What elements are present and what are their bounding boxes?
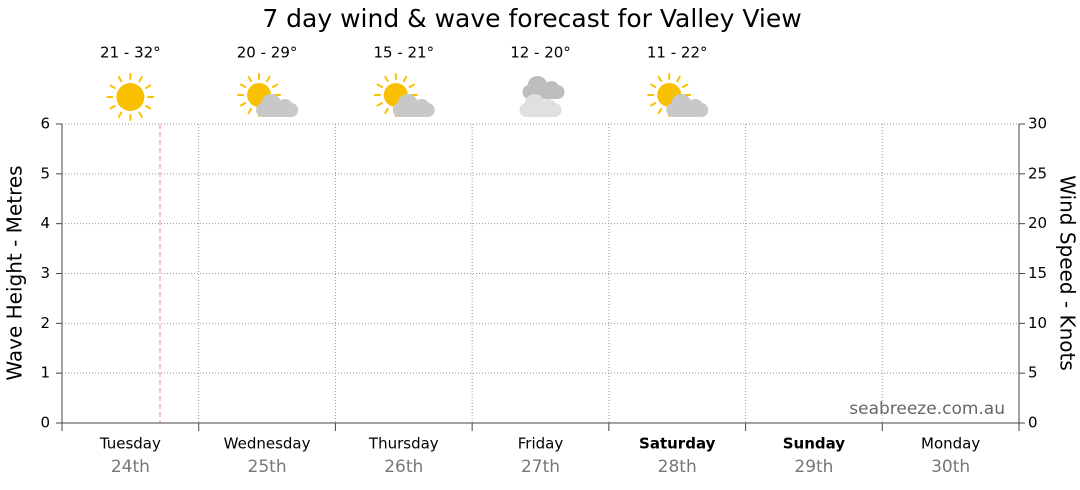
day-label: Friday xyxy=(518,435,564,453)
temperature: 20 - 29° xyxy=(237,44,298,62)
y2-tick-label: 30 xyxy=(1028,115,1047,133)
sun-ray xyxy=(138,111,143,118)
y-tick-label: 5 xyxy=(40,164,50,182)
sun-ray xyxy=(676,75,681,83)
cloud xyxy=(413,99,430,115)
date-label: 25th xyxy=(248,457,287,477)
sun-ray xyxy=(657,107,663,115)
sun-ray xyxy=(408,83,415,88)
date-label: 27th xyxy=(521,457,560,477)
sun xyxy=(116,83,145,111)
day-label: Tuesday xyxy=(99,435,161,453)
temperature: 11 - 22° xyxy=(647,44,708,62)
sun-ray xyxy=(239,102,247,107)
day-label: Wednesday xyxy=(224,435,311,453)
date-label: 30th xyxy=(931,457,970,477)
cloud xyxy=(524,94,545,114)
sun-ray xyxy=(144,105,152,110)
y-tick-label: 6 xyxy=(40,115,50,133)
sun-ray xyxy=(271,83,279,88)
y-tick-label: 0 xyxy=(40,414,50,432)
chart-title: 7 day wind & wave forecast for Valley Vi… xyxy=(262,4,801,33)
watermark: seabreeze.com.au xyxy=(849,399,1005,419)
cloud xyxy=(397,94,418,114)
day-label: Thursday xyxy=(368,435,439,453)
cloud xyxy=(671,94,692,114)
y2-tick-label: 25 xyxy=(1028,164,1047,182)
y-axis-label: Wave Height - Metres xyxy=(3,165,27,380)
sun-ray xyxy=(657,75,663,83)
sun-ray xyxy=(384,75,389,83)
day-label: Sunday xyxy=(783,435,846,453)
weather-icon xyxy=(519,76,565,117)
y2-tick-label: 5 xyxy=(1028,364,1038,382)
y2-axis-label: Wind Speed - Knots xyxy=(1056,175,1080,371)
y-tick-label: 2 xyxy=(40,314,50,332)
sun-ray xyxy=(117,76,123,83)
sun-ray xyxy=(384,107,389,115)
weather-icon xyxy=(647,73,709,117)
cloud xyxy=(277,99,294,115)
sun-ray xyxy=(144,84,152,89)
sun-ray xyxy=(376,83,383,88)
weather-icon xyxy=(237,73,299,117)
day-label: Saturday xyxy=(639,435,716,453)
date-label: 29th xyxy=(794,457,833,477)
date-label: 26th xyxy=(384,457,423,477)
temperature: 15 - 21° xyxy=(373,44,434,62)
sun-ray xyxy=(117,111,123,118)
sun-ray xyxy=(266,75,271,83)
cloud xyxy=(527,76,548,96)
weather-icon xyxy=(106,73,155,121)
y2-tick-label: 20 xyxy=(1028,214,1047,232)
cloud xyxy=(543,81,560,97)
temperature: 21 - 32° xyxy=(100,44,161,62)
y-tick-label: 1 xyxy=(40,364,50,382)
day-label: Monday xyxy=(921,435,980,453)
sun-ray xyxy=(138,76,143,83)
sun-ray xyxy=(682,83,689,88)
sun-ray xyxy=(376,102,383,107)
sun-ray xyxy=(247,75,253,83)
y-tick-label: 4 xyxy=(40,214,50,232)
cloud xyxy=(687,99,704,115)
sun-ray xyxy=(650,102,657,107)
sun-ray xyxy=(650,83,657,88)
sun-ray xyxy=(109,84,116,89)
date-label: 28th xyxy=(658,457,697,477)
sun-ray xyxy=(402,75,408,83)
date-label: 24th xyxy=(111,457,150,477)
sun-ray xyxy=(109,105,116,110)
cloud xyxy=(540,99,557,115)
temperature: 12 - 20° xyxy=(510,44,571,62)
y2-tick-label: 15 xyxy=(1028,264,1047,282)
y2-tick-label: 10 xyxy=(1028,314,1047,332)
weather-icon xyxy=(373,73,435,117)
sun-ray xyxy=(239,83,247,88)
sun-ray xyxy=(247,107,253,115)
y2-tick-label: 0 xyxy=(1028,414,1038,432)
cloud xyxy=(261,94,282,114)
y-tick-label: 3 xyxy=(40,264,50,282)
